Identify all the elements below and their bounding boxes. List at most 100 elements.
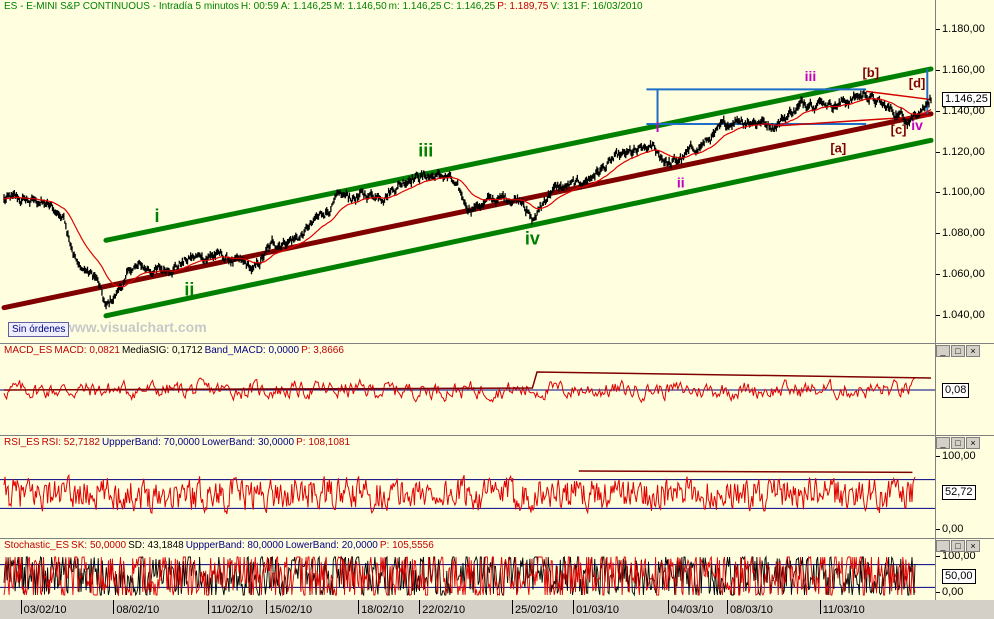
stoch-current-value: 50,00 [942,569,976,584]
main-header-item: H: 00:59 [240,1,279,12]
date-tick-label: 11/03/10 [819,600,865,616]
date-tick-label: 04/03/10 [667,600,714,616]
maximize-button[interactable]: □ [951,437,965,449]
rsi-line[interactable] [3,473,916,515]
date-tick-label: 08/02/10 [113,600,160,616]
date-tick-label: 18/02/10 [358,600,404,616]
main-header-item: F: 16/03/2010 [580,1,643,12]
rsi-header-item: LowerBand: 30,0000 [201,437,295,448]
wave-label: [d] [909,75,926,90]
macd-chart[interactable] [0,344,935,435]
macd-header-item: MediaSIG: 0,1712 [121,345,203,356]
macd-signal-trendline[interactable] [3,371,932,391]
stochastic-pane-header: Stochastic_ES SK: 50,0000 SD: 43,1848 Upppe… [4,540,436,551]
wave-label: [a] [830,141,846,156]
moving-average-line[interactable] [3,97,932,288]
wave-label: ii [677,174,685,190]
minimize-button[interactable]: _ [936,437,950,449]
stoch-tick-0: 0,00 [935,586,964,598]
main-header-item: m: 1.146,25 [388,1,442,12]
stoch-sk-line[interactable] [3,555,916,597]
price-tick-label: 1.140,00 [936,104,985,117]
macd-window-buttons: _ □ × [936,345,980,357]
rsi-y-axis[interactable]: 100,00 52,72 0,00 [935,436,994,538]
main-header-item: M: 1.146,50 [333,1,387,12]
price-tick-label: 1.160,00 [936,64,985,76]
minimize-button[interactable]: _ [936,345,950,357]
date-tick-label: 15/02/10 [266,600,313,616]
macd-header-item: MACD: 0,0821 [54,345,120,356]
rsi-tick-100: 100,00 [936,450,976,462]
maximize-button[interactable]: □ [951,345,965,357]
wave-label: iv [525,228,540,248]
price-y-axis[interactable]: 1.180,00 1.160,00 1.140,00 1.120,00 1.100,00… [935,0,994,343]
rsi-trendline[interactable] [578,470,913,474]
price-tick-label: 1.180,00 [936,23,985,36]
wave-label: iii [418,141,433,161]
rsi-current-value: 52,72 [942,485,976,500]
triangle-upper-line[interactable] [866,90,932,101]
stoch-header-item: LowerBand: 20,0000 [285,540,378,551]
close-button[interactable]: × [966,540,980,552]
rsi-window-buttons: _ □ × [936,437,980,449]
stochastic-window-buttons: _ □ × [936,540,980,552]
stochastic-pane[interactable]: Stochastic_ES SK: 50,0000 SD: 43,1848 Upppe… [0,539,994,601]
main-header-item: A: 1.146,25 [280,1,332,12]
date-tick-label: 11/02/10 [207,600,253,616]
watermark: www.visualchart.com [64,319,207,335]
maximize-button[interactable]: □ [951,540,965,552]
main-header-item: V: 131 [550,1,579,12]
rsi-pane-header: RSI_ES RSI: 52,7182 UppperBand: 70,0000 Low… [4,437,352,448]
channel-line-upper[interactable] [103,66,934,243]
orders-badge[interactable]: Sin órdenes [8,322,70,337]
rsi-header-item: P: 108,1081 [296,437,351,448]
stoch-header-item: SK: 50,0000 [71,540,127,551]
price-current-value: 1.146,25 [942,92,991,108]
time-x-axis[interactable]: 03/02/10 08/02/10 11/02/10 15/02/10 18/02/10… [0,600,994,619]
wave-label: [c] [891,122,907,137]
price-pane[interactable]: ES - E-MINI S&P CONTINUOUS - Intradía 5 … [0,0,994,344]
date-tick-label: 25/02/10 [511,600,558,616]
close-button[interactable]: × [966,437,980,449]
macd-current-value: 0,08 [942,383,970,398]
wave-label: [b] [862,65,879,80]
main-header-item: P: 1.189,75 [497,1,549,12]
macd-header-item: MACD_ES [4,345,53,356]
wave-label: i [656,119,660,135]
rsi-header-item: RSI: 52,7182 [41,437,100,448]
channel-line-lower[interactable] [103,137,934,319]
wave-label: iv [911,117,923,133]
stochastic-chart[interactable] [0,539,935,600]
close-button[interactable]: × [966,345,980,357]
wave-label: i [154,206,159,226]
minimize-button[interactable]: _ [936,540,950,552]
date-tick-label: 22/02/10 [419,600,466,616]
stoch-header-item: Stochastic_ES [4,540,70,551]
wave-label: ii [184,279,194,299]
date-tick-label: 08/03/10 [727,600,773,616]
price-tick-label: 1.060,00 [936,268,985,280]
macd-pane[interactable]: MACD_ES MACD: 0,0821 MediaSIG: 0,1712 Band_… [0,344,994,436]
stoch-tick-100: 100,00 [936,550,976,562]
rsi-pane[interactable]: RSI_ES RSI: 52,7182 UppperBand: 70,0000 Low… [0,436,994,539]
rsi-chart[interactable] [0,436,935,538]
macd-y-axis[interactable]: 0,08 [935,344,994,435]
price-tick-label: 1.100,00 [936,186,985,199]
rsi-header-item: RSI_ES [4,437,40,448]
macd-header-item: Band_MACD: 0,0000 [204,345,300,356]
rsi-tick-0: 0,00 [935,523,964,535]
macd-line[interactable] [3,377,916,404]
date-tick-label: 03/02/10 [20,600,67,616]
wave-label: iii [805,68,817,84]
rsi-header-item: UppperBand: 70,0000 [101,437,200,448]
stoch-header-item: SD: 43,1848 [128,540,184,551]
price-tick-label: 1.080,00 [936,227,985,240]
price-tick-label: 1.120,00 [936,145,985,158]
macd-pane-header: MACD_ES MACD: 0,0821 MediaSIG: 0,1712 Band_… [4,345,346,356]
price-pane-header: ES - E-MINI S&P CONTINUOUS - Intradía 5 … [4,1,645,12]
stoch-sd-line[interactable] [3,555,916,597]
macd-header-item: P: 3,8666 [301,345,344,356]
main-header-item: ES - E-MINI S&P CONTINUOUS - Intradía 5 … [4,1,239,12]
